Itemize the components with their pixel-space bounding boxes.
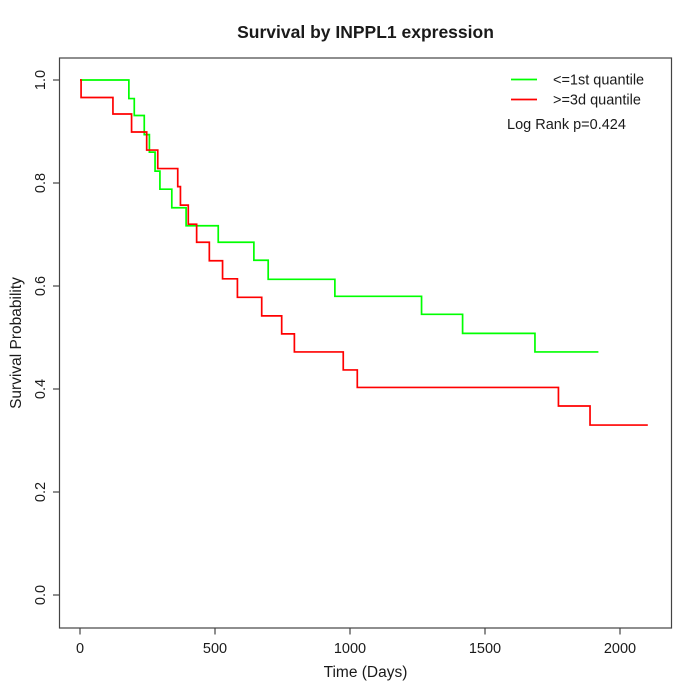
plot-border-box bbox=[58, 57, 673, 629]
x-tick-label: 500 bbox=[203, 641, 227, 657]
y-axis-ticks: 0.0 0.2 0.4 0.6 0.8 1.0 bbox=[33, 70, 60, 605]
y-axis-label: Survival Probability bbox=[8, 277, 25, 409]
x-tick-label: 1000 bbox=[334, 641, 366, 657]
y-tick-label: 0.4 bbox=[33, 379, 49, 399]
y-tick-label: 0.6 bbox=[33, 276, 49, 296]
x-tick-label: 0 bbox=[76, 641, 84, 657]
km-curve-low-expression bbox=[80, 79, 599, 353]
chart-title: Survival by INPPL1 expression bbox=[237, 22, 494, 42]
y-tick-label: 0.8 bbox=[33, 173, 49, 193]
km-curve-high-expression bbox=[80, 79, 648, 426]
x-tick-label: 1500 bbox=[469, 641, 501, 657]
x-axis-label: Time (Days) bbox=[324, 664, 408, 681]
x-tick-label: 2000 bbox=[604, 641, 636, 657]
y-tick-label: 1.0 bbox=[33, 70, 49, 90]
y-tick-label: 0.2 bbox=[33, 482, 49, 502]
legend: <=1st quantile >=3d quantile Log Rank p=… bbox=[507, 73, 644, 134]
legend-label-first-quantile: <=1st quantile bbox=[553, 73, 644, 89]
x-axis-ticks: 0 500 1000 1500 2000 bbox=[76, 628, 636, 657]
y-tick-label: 0.0 bbox=[33, 585, 49, 605]
survival-curves bbox=[80, 79, 648, 426]
legend-label-third-quantile: >=3d quantile bbox=[553, 93, 641, 109]
log-rank-pvalue: Log Rank p=0.424 bbox=[507, 117, 626, 133]
